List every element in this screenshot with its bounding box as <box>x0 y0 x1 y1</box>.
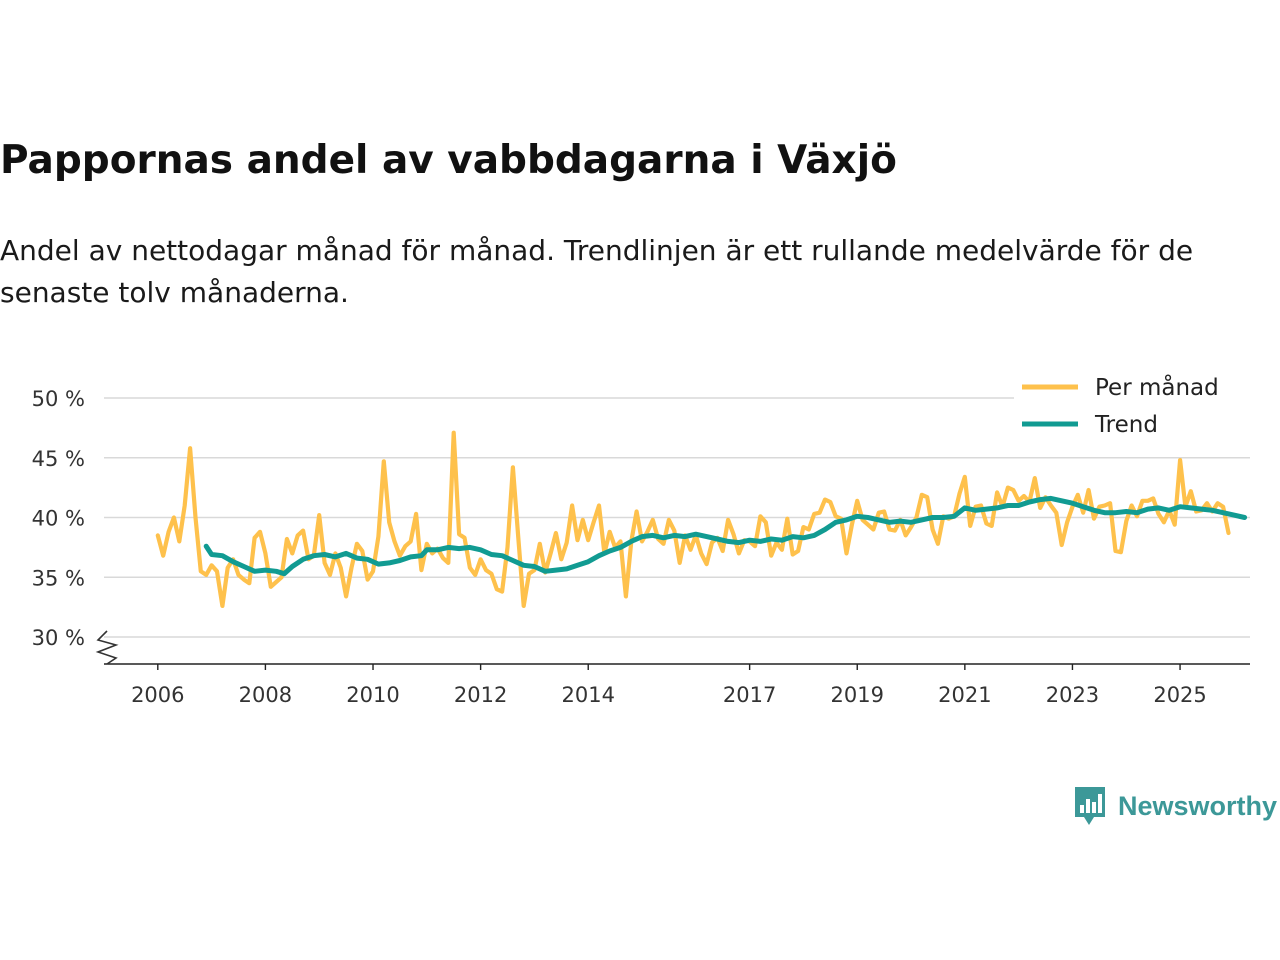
newsworthy-logo-icon <box>1075 787 1105 825</box>
y-tick-label: 45 % <box>32 447 85 471</box>
y-tick-label: 40 % <box>32 507 85 531</box>
legend: Per månad Trend <box>1014 368 1250 446</box>
chart-subtitle: Andel av nettodagar månad för månad. Tre… <box>0 234 1194 309</box>
x-tick-label: 2019 <box>831 683 884 707</box>
legend-label-per-manad: Per månad <box>1095 373 1219 401</box>
x-tick-label: 2010 <box>346 683 399 707</box>
y-tick-label: 50 % <box>32 387 85 411</box>
y-tick-label: 30 % <box>32 626 85 650</box>
chart-series <box>155 430 1248 608</box>
series-line-per-manad <box>155 430 1231 608</box>
x-tick-label: 2021 <box>938 683 991 707</box>
y-axis-break-marker <box>95 630 119 665</box>
legend-label-trend: Trend <box>1094 412 1158 438</box>
series-line-trend <box>203 495 1248 577</box>
brand-name: Newsworthy <box>1118 790 1278 821</box>
x-tick-label: 2025 <box>1153 683 1206 707</box>
y-tick-label: 35 % <box>32 566 85 590</box>
x-axis: 2006 2008 2010 2012 2014 2017 2019 2021 2023 2025 <box>104 663 1250 707</box>
x-tick-label: 2006 <box>131 683 184 707</box>
axis-break-icon <box>95 630 119 665</box>
x-tick-label: 2012 <box>454 683 507 707</box>
brand-logo: Newsworthy <box>1072 786 1277 826</box>
y-axis-tick-labels: 30 % 35 % 40 % 45 % 50 % <box>32 387 85 650</box>
x-tick-label: 2017 <box>723 683 776 707</box>
x-tick-label: 2023 <box>1046 683 1099 707</box>
chart-title: Pappornas andel av vabbdagarna i Växjö <box>0 138 897 183</box>
x-tick-label: 2008 <box>239 683 292 707</box>
legend-background <box>1014 368 1250 446</box>
x-tick-label: 2014 <box>561 683 614 707</box>
